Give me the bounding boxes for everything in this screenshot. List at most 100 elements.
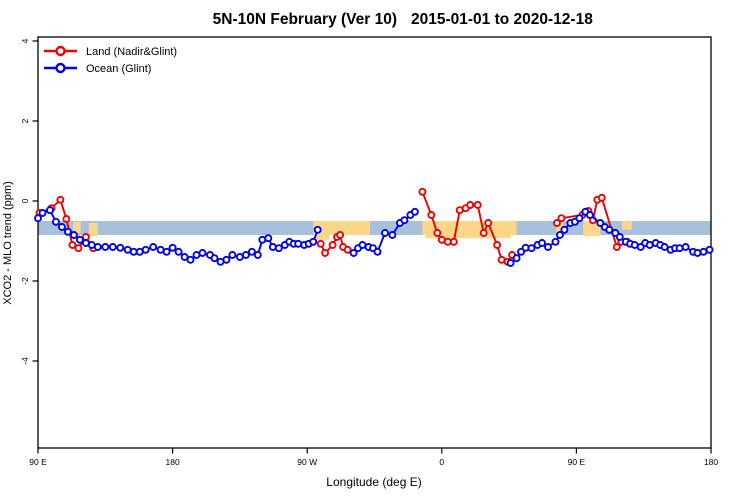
y-tick-label: -4 (20, 357, 30, 365)
ocean-data-point (75, 235, 84, 244)
ocean-data-point (198, 249, 207, 257)
ocean-series-line (510, 210, 710, 264)
ocean-data-point (585, 211, 594, 219)
ocean-data-point (210, 254, 219, 263)
ocean-data-point (693, 249, 702, 257)
land-data-point (557, 214, 566, 223)
ocean-data-point (605, 225, 614, 234)
ocean-series (34, 206, 714, 267)
ocean-data-point (349, 249, 358, 257)
threshold-band-group (38, 221, 711, 235)
ocean-data-point (512, 254, 521, 263)
ocean-data-point (180, 253, 189, 261)
land-data-point (449, 237, 458, 246)
chart-title-region: 5N-10N February (Ver 10) (213, 11, 397, 28)
ocean-data-point (555, 231, 564, 239)
ocean-data-point (506, 259, 515, 267)
land-data-point (484, 219, 493, 227)
ocean-data-point (69, 231, 78, 239)
ocean-data-point (186, 255, 195, 264)
ocean-data-point (149, 243, 158, 251)
land-data-point (328, 241, 337, 249)
land-data-point (479, 229, 488, 237)
ocean-data-point (313, 225, 322, 234)
highlight-region (583, 221, 601, 237)
highlight-region (88, 223, 98, 237)
land-data-point (612, 243, 621, 251)
highlight-regions-group (73, 221, 632, 240)
ocean-data-point (264, 234, 273, 243)
ocean-data-point (660, 243, 669, 251)
ocean-data-point (615, 233, 624, 241)
y-tick-label: 2 (20, 118, 30, 123)
ocean-data-point (575, 214, 584, 223)
land-data-point (597, 193, 606, 202)
land-data-point (553, 219, 561, 227)
ocean-data-point (705, 245, 714, 254)
land-data-point (62, 215, 71, 223)
ocean-data-point (253, 251, 262, 259)
ocean-data-point (116, 243, 125, 252)
ocean-data-point (141, 245, 150, 254)
land-data-point (427, 211, 436, 219)
ocean-data-point (675, 244, 684, 253)
x-tick-label: 90 E (29, 457, 47, 467)
ocean-data-point (538, 239, 546, 247)
x-tick-label: 90 E (568, 457, 586, 467)
y-axis-title: XCO2 - MLO trend (ppm) (2, 181, 14, 304)
legend-marker-ocean-icon (55, 62, 66, 74)
ocean-data-point (410, 207, 419, 216)
land-series (35, 187, 632, 266)
highlight-region (313, 221, 371, 235)
chart-title-daterange: 2015-01-01 to 2020-12-18 (411, 11, 593, 28)
ocean-data-point (381, 229, 389, 237)
plot-border (37, 36, 712, 449)
legend-label-land: Land (Nadir&Glint) (86, 46, 177, 58)
x-axis-ticks: 90 E 180 90 W 0 90 E 180 (29, 448, 718, 467)
x-tick-label: 180 (704, 457, 718, 467)
ocean-data-point (93, 243, 102, 251)
land-data-point (321, 249, 330, 257)
highlight-region (425, 235, 511, 239)
land-data-point (68, 241, 77, 249)
ocean-data-point (38, 209, 47, 217)
highlight-region (556, 221, 563, 233)
ocean-data-point (274, 244, 283, 253)
threshold-band (38, 221, 711, 235)
legend: Land (Nadir&Glint) Ocean (Glint) (44, 45, 177, 75)
ocean-data-point (222, 255, 231, 264)
land-data-point (316, 239, 325, 248)
ocean-data-point (681, 243, 690, 251)
ocean-data-point (241, 251, 250, 259)
highlight-region (73, 221, 81, 233)
land-data-point (418, 187, 427, 196)
ocean-data-point (544, 243, 552, 251)
land-data-point (56, 195, 65, 204)
ocean-data-point (373, 247, 382, 256)
legend-label-ocean: Ocean (Glint) (86, 63, 151, 75)
ocean-data-point (400, 216, 409, 225)
land-data-point (433, 229, 442, 237)
ocean-data-point (294, 239, 303, 248)
land-data-point (493, 241, 502, 249)
ocean-data-point (551, 237, 560, 246)
land-data-point (466, 201, 475, 209)
ocean-data-point (527, 244, 536, 253)
ocean-data-point (57, 223, 66, 231)
ocean-data-point (388, 231, 397, 239)
ocean-data-point (174, 247, 183, 256)
ocean-data-point (560, 225, 569, 234)
legend-marker-land-icon (55, 45, 66, 57)
land-data-point (336, 231, 345, 239)
y-tick-label: -2 (20, 277, 30, 285)
highlight-region (622, 221, 632, 230)
ocean-data-point (34, 214, 42, 223)
x-tick-label: 180 (166, 457, 180, 467)
ocean-data-point (162, 247, 171, 256)
ocean-data-point (168, 243, 177, 252)
y-tick-label: 4 (20, 38, 30, 43)
ocean-data-point (51, 217, 60, 226)
y-axis-ticks: 4 2 0 -2 -4 (20, 38, 38, 365)
highlight-region (422, 221, 517, 235)
